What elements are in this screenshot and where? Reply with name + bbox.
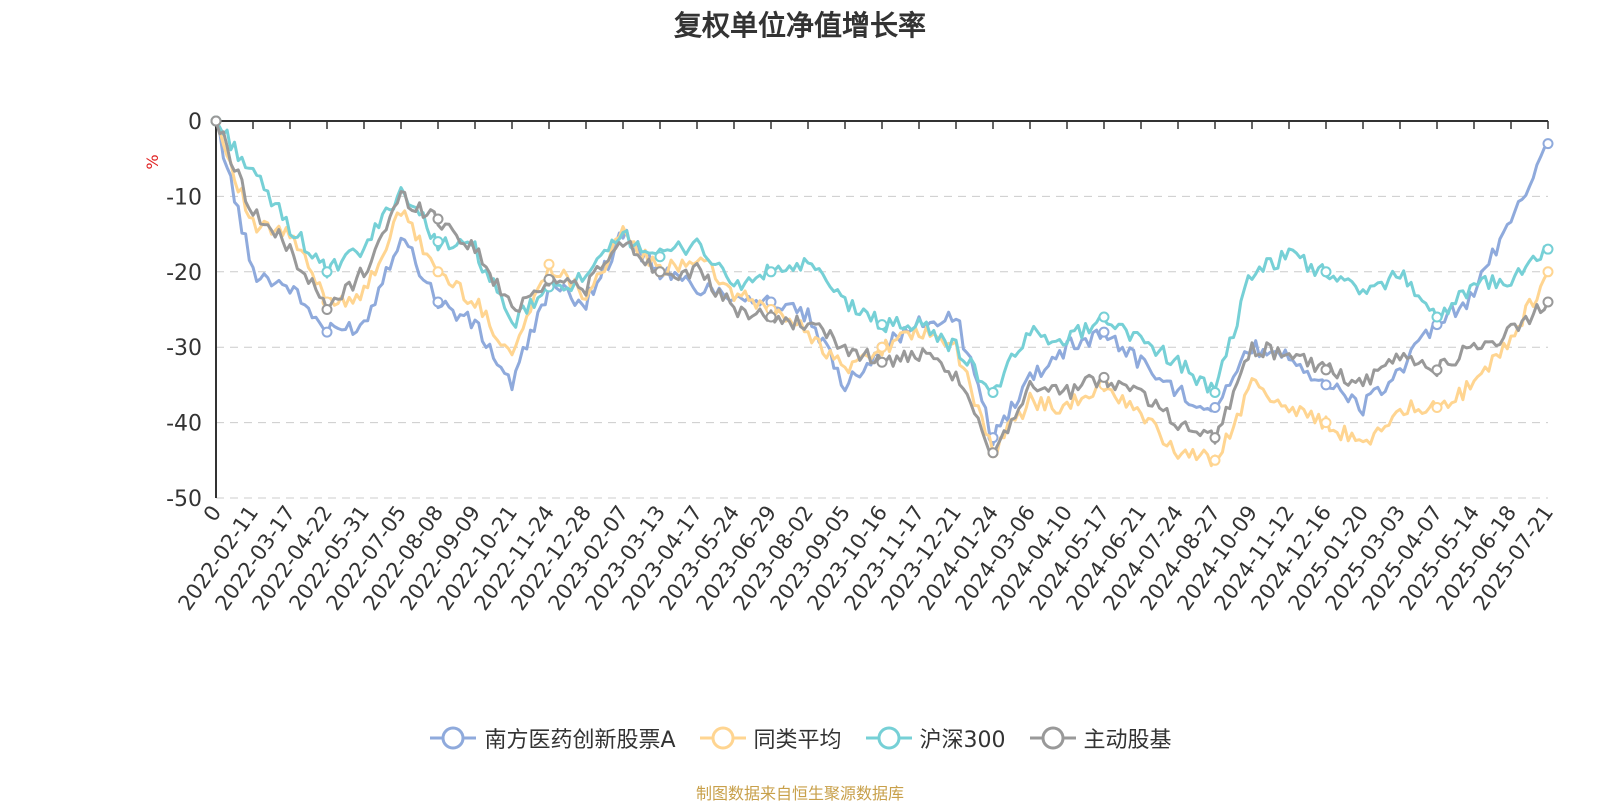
- data-point: [876, 341, 888, 353]
- y-tick-label: 0: [188, 110, 202, 135]
- legend-item[interactable]: 沪深300: [864, 722, 1006, 754]
- y-tick-label: -50: [166, 487, 202, 512]
- data-point: [1431, 311, 1443, 323]
- data-point: [1320, 417, 1332, 429]
- data-point: [321, 304, 333, 315]
- y-axis-label: %: [143, 154, 162, 169]
- data-point: [543, 258, 555, 270]
- data-point: [1431, 402, 1443, 414]
- data-point: [321, 326, 333, 338]
- legend: 南方医药创新股票A 同类平均 沪深300 主动股基: [0, 722, 1600, 754]
- data-point: [876, 319, 888, 331]
- data-point: [1542, 243, 1554, 255]
- data-point: [210, 115, 222, 127]
- data-point: [987, 386, 999, 398]
- data-point: [765, 266, 777, 278]
- data-point: [321, 266, 333, 278]
- series-line: [214, 120, 1550, 447]
- x-tick-label: 0: [199, 501, 226, 526]
- legend-swatch-icon: [865, 726, 912, 750]
- data-point: [1098, 311, 1110, 323]
- y-tick-label: -30: [166, 336, 202, 361]
- data-point: [1209, 402, 1221, 414]
- data-point: [1320, 266, 1332, 278]
- data-point: [1209, 454, 1221, 466]
- y-tick-label: -20: [166, 261, 202, 286]
- legend-label: 沪深300: [919, 728, 1006, 753]
- data-point: [432, 266, 444, 278]
- source-note: 制图数据来自恒生聚源数据库: [695, 784, 904, 803]
- axes: [215, 120, 1549, 498]
- series-lines: [210, 115, 1554, 468]
- legend-swatch-icon: [430, 726, 477, 750]
- data-point: [1431, 364, 1443, 376]
- series-line: [214, 120, 1550, 458]
- data-point: [543, 273, 555, 285]
- y-tick-label: -10: [166, 185, 202, 210]
- data-point: [987, 447, 999, 459]
- data-point: [1209, 432, 1221, 444]
- data-point: [1098, 326, 1110, 338]
- data-point: [432, 296, 444, 308]
- data-point: [432, 213, 444, 225]
- data-point: [654, 266, 666, 278]
- data-point: [1320, 364, 1332, 376]
- legend-swatch-icon: [1029, 726, 1076, 750]
- legend-item[interactable]: 南方医药创新股票A: [428, 722, 676, 754]
- legend-item[interactable]: 同类平均: [698, 722, 842, 754]
- series-line: [214, 120, 1550, 468]
- legend-label: 同类平均: [753, 728, 842, 753]
- data-point: [1542, 266, 1554, 278]
- data-point: [1209, 386, 1221, 398]
- data-point: [1098, 371, 1110, 383]
- legend-label: 主动股基: [1083, 728, 1172, 753]
- data-point: [765, 311, 777, 323]
- data-point: [654, 251, 666, 263]
- legend-item[interactable]: 主动股基: [1028, 722, 1172, 754]
- chart-title: 复权单位净值增长率: [673, 9, 926, 42]
- data-point: [432, 236, 444, 248]
- tick-labels: 0-10-20-30-40-50%02022-02-112022-03-1720…: [143, 110, 1558, 615]
- y-tick-label: -40: [166, 412, 202, 437]
- data-point: [1320, 379, 1332, 391]
- legend-label: 南方医药创新股票A: [484, 728, 676, 753]
- legend-swatch-icon: [699, 726, 746, 750]
- data-point: [876, 356, 888, 368]
- data-point: [1542, 138, 1554, 150]
- data-point: [1542, 296, 1554, 308]
